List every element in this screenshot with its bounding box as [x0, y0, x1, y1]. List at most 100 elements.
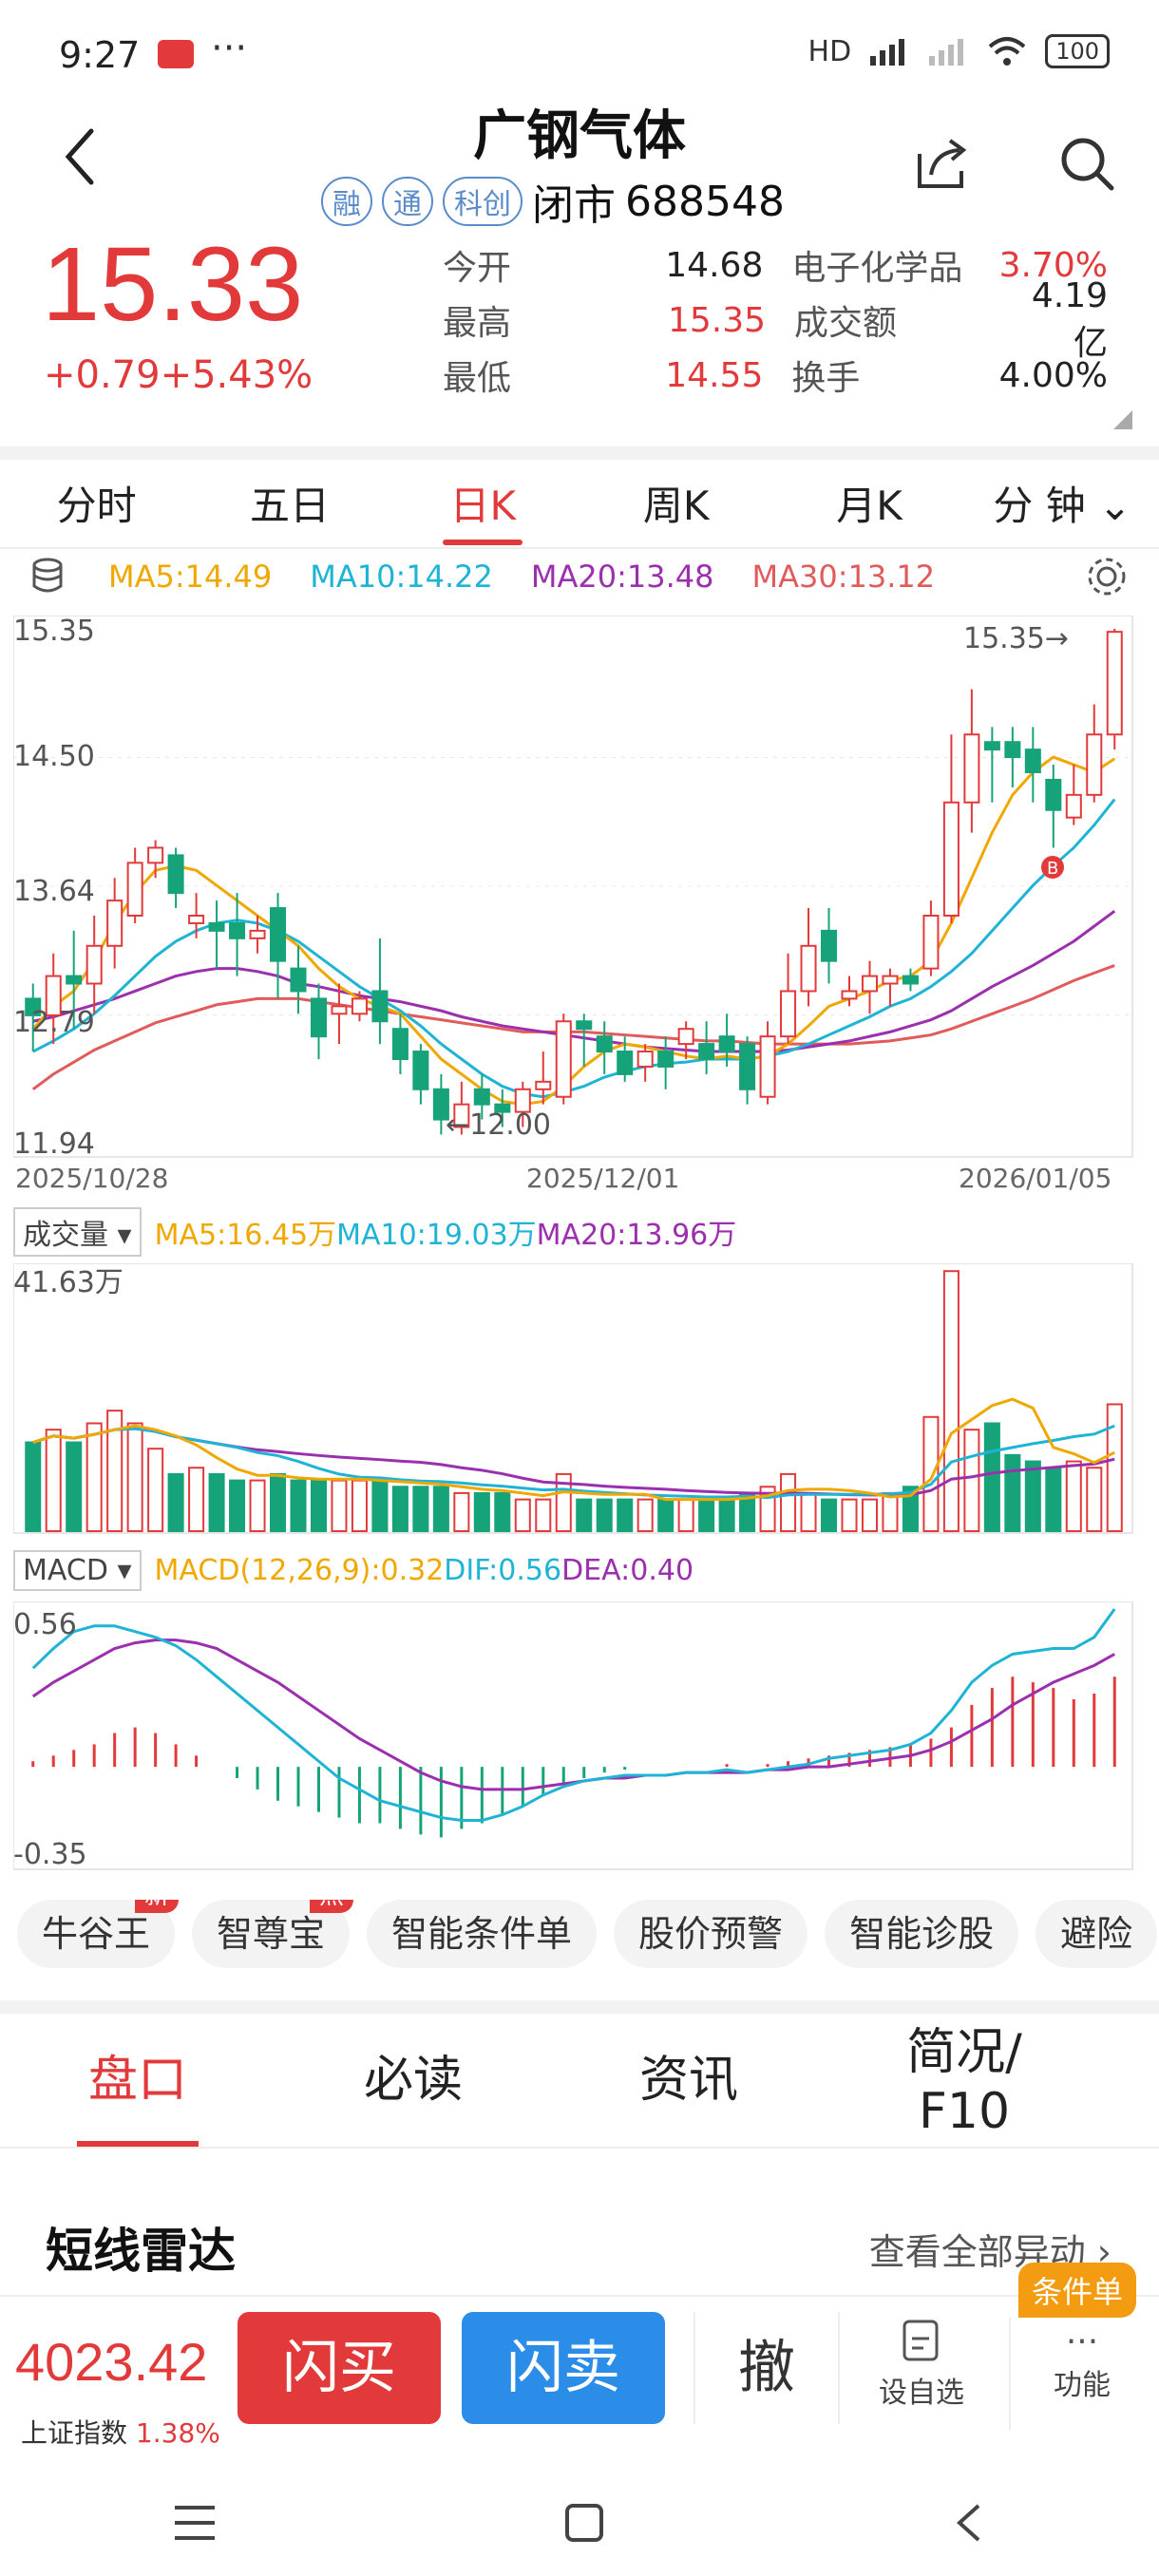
- tab-profile-line2: F10: [918, 2083, 1011, 2140]
- candle-body: [882, 975, 899, 985]
- candle-body: [1065, 793, 1082, 819]
- back-nav-icon[interactable]: [950, 2500, 988, 2546]
- menu-icon[interactable]: [171, 2502, 218, 2544]
- status-indicators: HD 100: [808, 34, 1110, 68]
- chip-price-alert[interactable]: 股价预警: [614, 1900, 808, 1968]
- flash-sell-button[interactable]: 闪卖: [462, 2312, 665, 2424]
- chip-smart-diagnosis[interactable]: 智能诊股: [825, 1900, 1019, 1968]
- candle-body: [66, 975, 83, 985]
- tab-must-read[interactable]: 必读: [363, 2052, 463, 2109]
- database-icon[interactable]: [28, 556, 70, 597]
- volume-ma10-line: [32, 1424, 1115, 1500]
- status-time: 9:27: [59, 34, 141, 76]
- macd-frame: [13, 1601, 1133, 1870]
- vol-ma10-label: MA10:19.03万: [336, 1219, 537, 1252]
- add-watchlist-button[interactable]: 设自选: [855, 2318, 988, 2430]
- candle-body: [922, 914, 940, 970]
- candle-body: [473, 1088, 490, 1106]
- candle-body: [290, 967, 307, 993]
- candle-body: [229, 921, 246, 939]
- tab-five-day[interactable]: 五日: [249, 483, 330, 529]
- tab-order-book[interactable]: 盘口: [0, 2014, 276, 2147]
- chip-niuguwang[interactable]: 牛谷王新: [17, 1900, 180, 1968]
- candle-body: [249, 929, 266, 939]
- buy-signal-icon[interactable]: [1041, 856, 1064, 879]
- chip-hedge[interactable]: 避险: [1036, 1900, 1158, 1968]
- candle-body: [636, 1051, 654, 1068]
- cancel-order-button[interactable]: 撤: [694, 2312, 840, 2424]
- candle-body: [576, 1020, 593, 1031]
- volume-frame: [13, 1263, 1133, 1534]
- volume-bar: [861, 1498, 878, 1532]
- volume-legend: 成交量 ▾ MA5:16.45万 MA10:19.03万 MA20:13.96万: [13, 1207, 736, 1257]
- settings-gear-icon[interactable]: [1083, 553, 1130, 600]
- tab-profile-f10[interactable]: 简况/ F10: [826, 2014, 1102, 2147]
- volume-bar: [208, 1472, 225, 1532]
- candle-body: [718, 1035, 735, 1053]
- chip-zhizunbao[interactable]: 智尊宝热: [192, 1900, 354, 1968]
- quote-row-low: 最低 14.55 换手 4.00%: [443, 348, 1108, 403]
- connect-badge: 通: [382, 177, 433, 226]
- volume-bar: [249, 1479, 266, 1532]
- price-change: +0.79+5.43%: [44, 353, 314, 397]
- macd-indicator-select[interactable]: MACD ▾: [13, 1549, 142, 1591]
- flash-buy-button[interactable]: 闪买: [238, 2312, 441, 2424]
- tab-profile-line1: 简况/: [906, 2024, 1022, 2081]
- share-icon[interactable]: [912, 133, 973, 194]
- kline-chart[interactable]: 15.35 14.50 13.64 12.79 11.94 15.35→ ←12…: [13, 616, 1134, 1197]
- star-market-badge: 科创: [443, 177, 522, 226]
- candle-body: [147, 846, 164, 864]
- tab-intraday[interactable]: 分时: [56, 483, 137, 529]
- function-menu-button[interactable]: ··· 功能: [1009, 2318, 1153, 2430]
- volume-bar: [1065, 1460, 1082, 1533]
- volume-chart[interactable]: 41.63万: [13, 1263, 1134, 1535]
- candle-body: [126, 862, 143, 917]
- volume-max-label: 41.63万: [13, 1266, 124, 1299]
- quote-label[interactable]: 电子化学品: [791, 249, 963, 288]
- system-nav-bar: [0, 2470, 1159, 2576]
- tab-news[interactable]: 资讯: [638, 2052, 738, 2109]
- volume-bar: [167, 1472, 184, 1532]
- tab-weekly-k[interactable]: 周K: [642, 483, 710, 529]
- candle-body: [331, 1005, 348, 1015]
- macd-chart[interactable]: 0.56 -0.35: [13, 1601, 1134, 1871]
- volume-bar: [636, 1498, 654, 1532]
- volume-bar: [188, 1467, 205, 1532]
- chip-label: 智尊宝: [217, 1913, 326, 1955]
- condition-order-tag[interactable]: 条件单: [1018, 2263, 1137, 2318]
- volume-bar: [351, 1479, 368, 1532]
- expand-corner-icon[interactable]: [1113, 410, 1132, 429]
- volume-indicator-select[interactable]: 成交量 ▾: [13, 1207, 142, 1257]
- chip-label: 避险: [1060, 1913, 1133, 1955]
- candle-body: [821, 929, 838, 962]
- index-value[interactable]: 4023.42: [15, 2332, 208, 2392]
- volume-bar: [371, 1479, 389, 1532]
- home-icon[interactable]: [561, 2500, 607, 2546]
- volume-bar: [106, 1410, 124, 1532]
- ma30-line: [31, 964, 1115, 1090]
- volume-bar: [453, 1491, 470, 1532]
- tab-monthly-k[interactable]: 月K: [836, 483, 902, 529]
- ma-legend: MA5:14.49 MA10:14.22 MA20:13.48 MA30:13.…: [28, 551, 1140, 602]
- back-icon[interactable]: [57, 123, 103, 190]
- index-info[interactable]: 上证指数 1.38%: [21, 2413, 220, 2451]
- y-tick-label: 12.79: [13, 1006, 95, 1039]
- volume-bar: [1086, 1467, 1103, 1532]
- search-icon[interactable]: [1056, 133, 1117, 194]
- tab-minute[interactable]: 分 钟 ⌄: [993, 483, 1132, 529]
- volume-bar: [657, 1498, 674, 1532]
- high-annotation: 15.35→: [963, 622, 1069, 655]
- quote-row-high: 最高 15.35 成交额 4.19亿: [443, 276, 1108, 363]
- stock-sub-info: 融 通 科创 闭市 688548: [321, 171, 785, 232]
- volume-bar: [473, 1491, 490, 1532]
- candle-body: [963, 733, 980, 804]
- volume-bar: [147, 1448, 164, 1532]
- x-tick-label: 2025/12/01: [526, 1163, 679, 1194]
- divider: [0, 446, 1159, 460]
- volume-bar: [576, 1498, 593, 1532]
- tab-daily-k[interactable]: 日K: [387, 465, 580, 547]
- chip-smart-order[interactable]: 智能条件单: [367, 1900, 598, 1968]
- candle-body: [617, 1051, 634, 1075]
- volume-bar: [290, 1479, 307, 1532]
- candle-body: [1024, 748, 1041, 773]
